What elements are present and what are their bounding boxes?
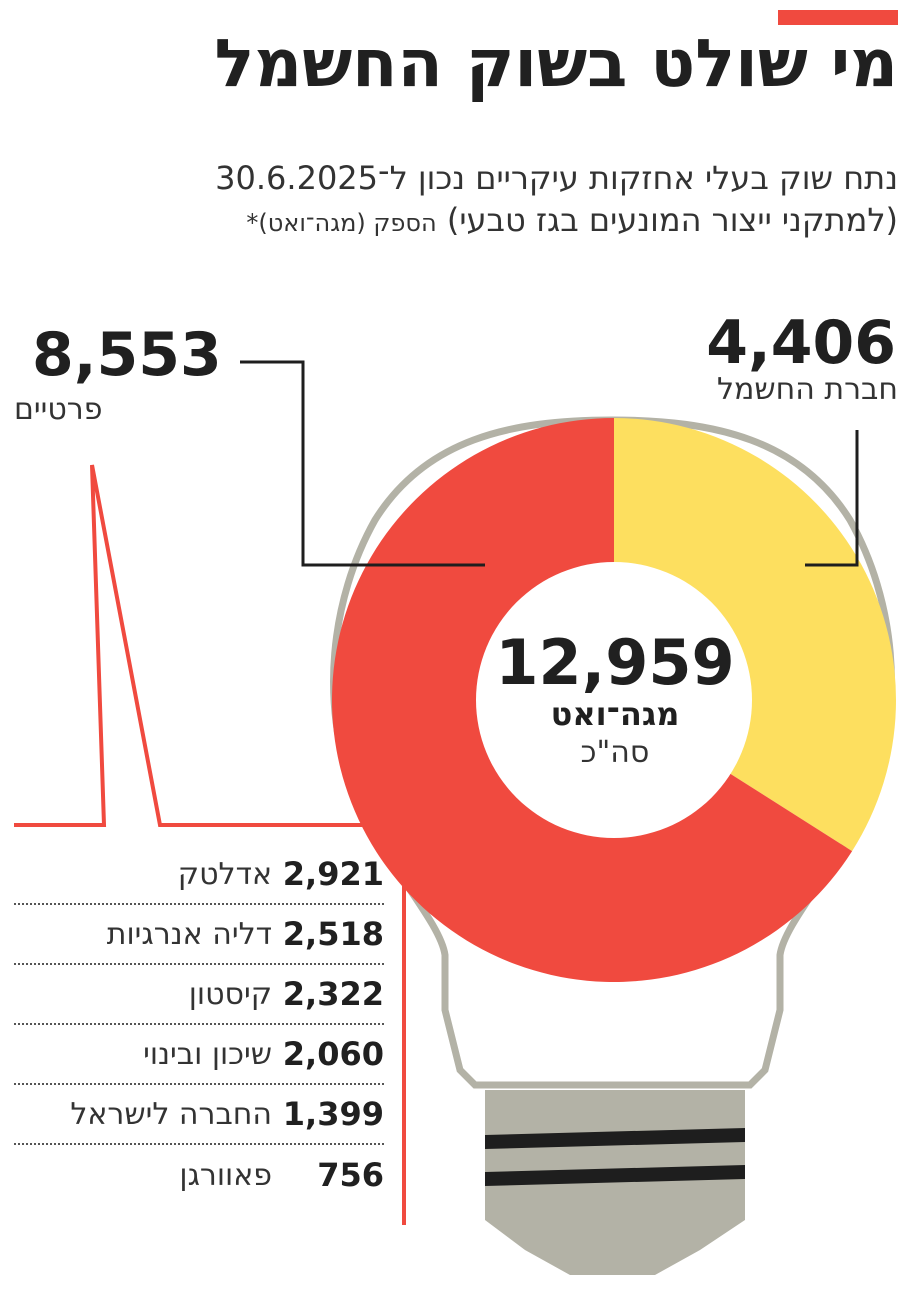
holder-name: פאוורגן — [179, 1157, 272, 1193]
slice-label-iec: חברת החשמל — [716, 372, 898, 407]
page-title: מי שולט בשוק החשמל — [214, 25, 898, 102]
list-item: 2,322 קיסטון — [14, 965, 384, 1025]
holder-value: 2,518 — [282, 915, 384, 953]
total-unit: מגה־ואט — [550, 695, 680, 734]
donut-hole — [476, 562, 752, 838]
holder-name: שיכון ובינוי — [143, 1036, 272, 1072]
list-item: 756 פאוורגן — [14, 1145, 384, 1205]
total-value: 12,959 — [495, 626, 735, 699]
subtitle-line-1: נתח שוק בעלי אחזקות עיקריים נכון ל־30.6.… — [215, 159, 898, 197]
total-label: סה"כ — [580, 735, 650, 771]
subtitle-line-2: (למתקני ייצור המונעים בגז טבעי) הספק (מג… — [215, 200, 898, 242]
holder-value: 1,399 — [282, 1095, 384, 1133]
accent-bar — [778, 10, 898, 25]
list-item: 1,399 החברה לישראל — [14, 1085, 384, 1145]
subtitle-main: (למתקני ייצור המונעים בגז טבעי) — [446, 200, 898, 239]
holder-value: 2,921 — [282, 855, 384, 893]
subtitle: נתח שוק בעלי אחזקות עיקריים נכון ל־30.6.… — [215, 158, 898, 241]
holder-name: אדלטק — [177, 856, 272, 892]
holder-value: 756 — [317, 1156, 384, 1194]
subtitle-small: הספק (מגה־ואט)* — [246, 208, 437, 237]
private-breakdown-list: 2,921 אדלטק 2,518 דליה אנרגיות 2,322 קיס… — [14, 845, 384, 1205]
slice-label-private: פרטיים — [14, 392, 103, 427]
slice-value-private: 8,553 — [32, 320, 222, 390]
holder-value: 2,322 — [282, 975, 384, 1013]
slice-value-iec: 4,406 — [706, 308, 896, 378]
list-item: 2,518 דליה אנרגיות — [14, 905, 384, 965]
holder-name: קיסטון — [188, 976, 272, 1012]
holder-name: החברה לישראל — [70, 1096, 272, 1132]
list-item: 2,921 אדלטק — [14, 845, 384, 905]
list-item: 2,060 שיכון ובינוי — [14, 1025, 384, 1085]
holder-value: 2,060 — [282, 1035, 384, 1073]
total-center: 12,959 מגה־ואט סה"כ — [470, 630, 760, 772]
base-stripe — [485, 1165, 745, 1186]
holder-name: דליה אנרגיות — [106, 916, 272, 952]
breakdown-connector — [14, 464, 406, 1225]
leader-line-private — [240, 360, 485, 567]
base-stripe — [485, 1128, 745, 1149]
leader-line-iec — [805, 430, 859, 567]
